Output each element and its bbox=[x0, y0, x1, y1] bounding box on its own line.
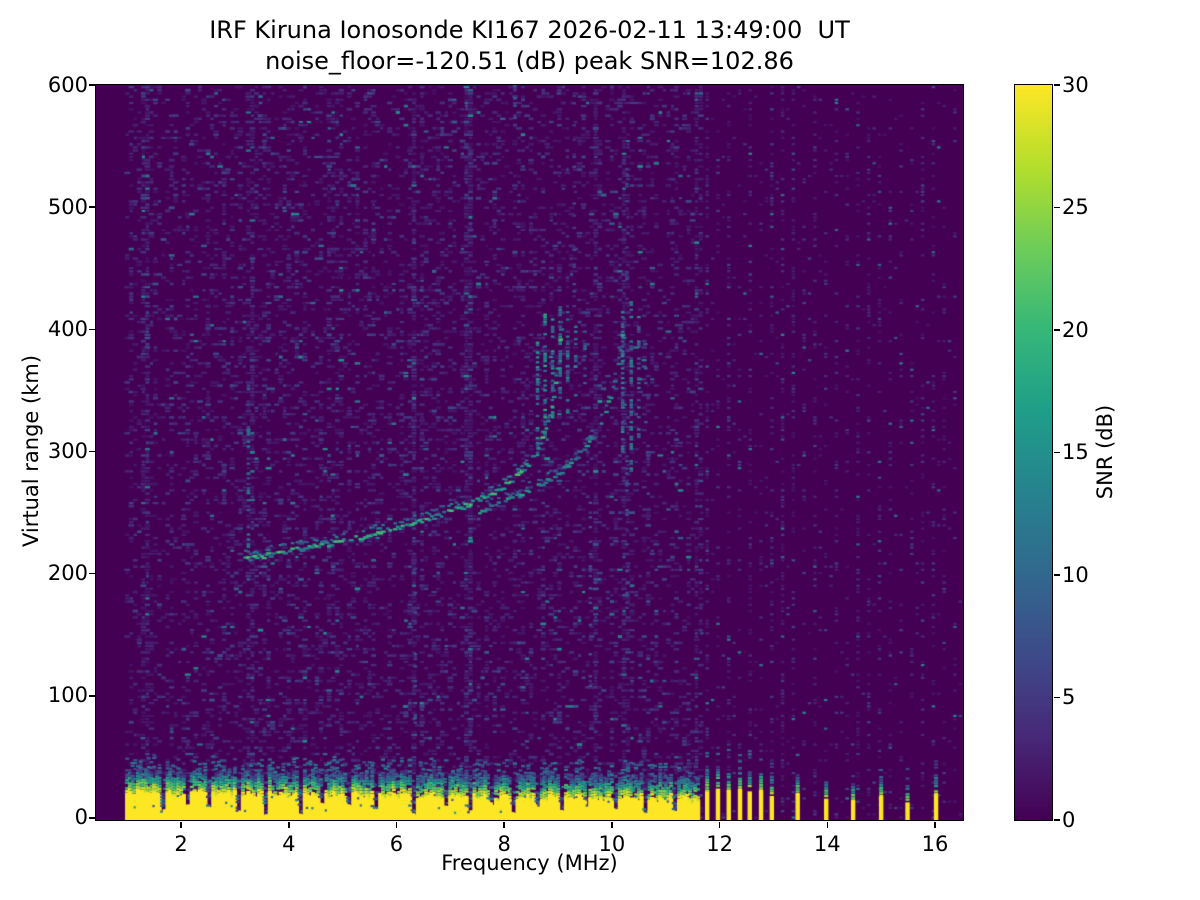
colorbar-tick-label: 15 bbox=[1062, 440, 1089, 464]
colorbar bbox=[1013, 83, 1053, 821]
y-tick-label: 400 bbox=[47, 316, 88, 341]
x-tick-label: 6 bbox=[389, 832, 404, 856]
colorbar-tick-label: 25 bbox=[1062, 195, 1089, 219]
colorbar-tick-label: 5 bbox=[1062, 685, 1076, 709]
y-tick-label: 600 bbox=[47, 72, 88, 97]
colorbar-tick-mark bbox=[1053, 819, 1060, 821]
colorbar-tick-label: 10 bbox=[1062, 562, 1089, 587]
colorbar-tick-label: 30 bbox=[1062, 72, 1089, 97]
y-tick-label: 0 bbox=[74, 805, 88, 830]
plot-area bbox=[94, 83, 964, 821]
x-tick-mark bbox=[718, 821, 721, 828]
x-tick-mark bbox=[288, 821, 290, 828]
colorbar-tick-mark bbox=[1053, 206, 1060, 209]
y-tick-mark bbox=[88, 572, 95, 575]
x-tick-mark bbox=[180, 821, 182, 828]
colorbar-gradient-canvas bbox=[1014, 84, 1052, 820]
x-axis-label: Frequency (MHz) bbox=[441, 851, 618, 875]
x-tick-label: 10 bbox=[598, 832, 626, 856]
colorbar-tick-label: 20 bbox=[1062, 317, 1089, 342]
title-block: IRF Kiruna Ionosonde KI167 2026-02-11 13… bbox=[96, 15, 963, 77]
colorbar-tick-mark bbox=[1053, 574, 1060, 576]
x-tick-label: 8 bbox=[497, 832, 511, 856]
x-tick-mark bbox=[503, 821, 505, 828]
y-tick-label: 100 bbox=[47, 683, 88, 708]
x-tick-label: 14 bbox=[813, 832, 841, 856]
plot-title: IRF Kiruna Ionosonde KI167 2026-02-11 13… bbox=[209, 16, 850, 44]
x-tick-mark bbox=[611, 821, 613, 828]
y-tick-mark bbox=[88, 450, 95, 453]
y-tick-mark bbox=[88, 328, 95, 331]
y-tick-mark bbox=[88, 817, 95, 819]
y-tick-mark bbox=[88, 695, 95, 697]
y-tick-label: 500 bbox=[47, 194, 88, 219]
y-tick-label: 200 bbox=[47, 561, 88, 586]
x-tick-label: 2 bbox=[174, 832, 188, 856]
colorbar-tick-label: 0 bbox=[1062, 807, 1076, 832]
x-tick-label: 16 bbox=[921, 832, 949, 856]
x-tick-label: 4 bbox=[282, 832, 296, 856]
x-tick-mark bbox=[934, 821, 936, 828]
x-tick-label: 12 bbox=[706, 832, 733, 856]
colorbar-tick-mark bbox=[1053, 451, 1060, 454]
colorbar-tick-mark bbox=[1053, 329, 1060, 331]
plot-subtitle: noise_floor=-120.51 (dB) peak SNR=102.86 bbox=[265, 47, 794, 75]
x-tick-mark bbox=[395, 821, 398, 828]
colorbar-tick-mark bbox=[1053, 84, 1060, 86]
colorbar-tick-mark bbox=[1053, 696, 1060, 699]
y-tick-mark bbox=[88, 84, 95, 86]
x-tick-mark bbox=[826, 821, 829, 828]
colorbar-label: SNR (dB) bbox=[1093, 404, 1117, 500]
y-tick-label: 300 bbox=[47, 438, 88, 463]
y-tick-mark bbox=[88, 206, 95, 208]
ionogram-heatmap-canvas bbox=[95, 84, 963, 820]
